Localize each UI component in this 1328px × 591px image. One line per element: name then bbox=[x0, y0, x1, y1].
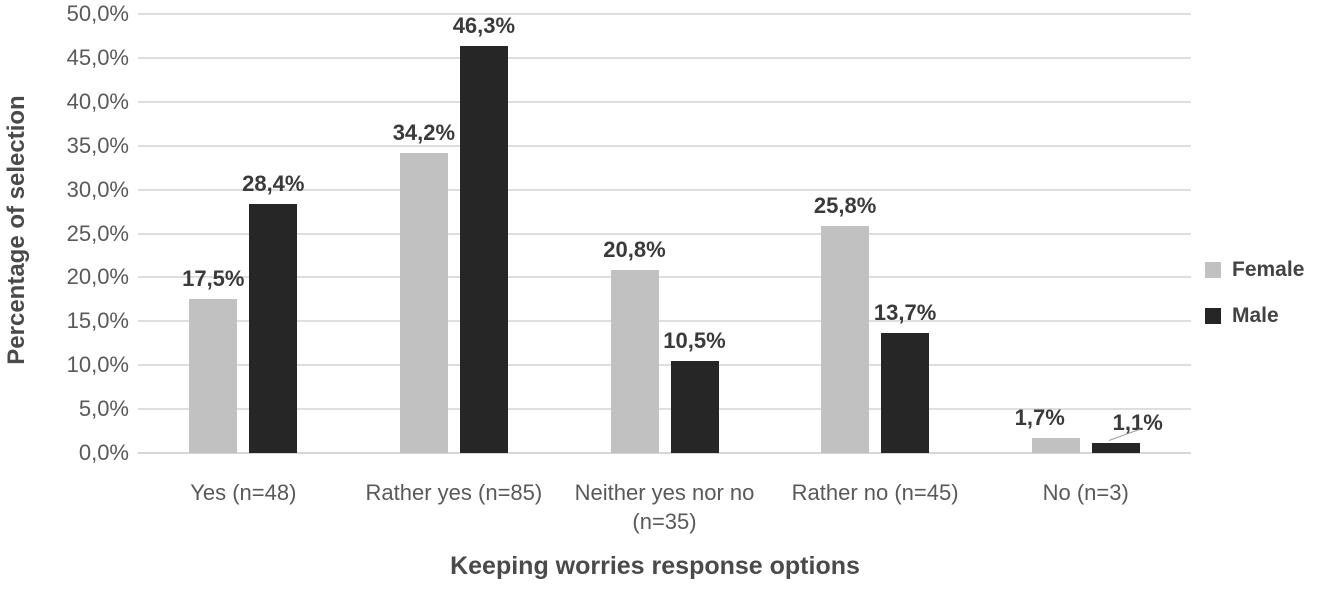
x-tick-label-2: Neither yes nor no (n=35) bbox=[574, 480, 755, 534]
bar-male-0 bbox=[249, 203, 298, 453]
gridline bbox=[138, 13, 1191, 15]
x-tick-label-4: No (n=3) bbox=[1042, 480, 1129, 505]
y-tick-label: 30,0% bbox=[66, 176, 129, 202]
data-label-male-0: 28,4% bbox=[242, 170, 305, 196]
data-label-male-2: 10,5% bbox=[663, 327, 726, 353]
data-label-female-1: 34,2% bbox=[392, 119, 456, 145]
gridline bbox=[138, 408, 1191, 411]
data-label-male-3: 13,7% bbox=[873, 299, 937, 325]
gridline bbox=[138, 144, 1191, 147]
x-tick-label-1: Rather yes (n=85) bbox=[365, 480, 543, 505]
legend-item-male: Male bbox=[1205, 304, 1304, 328]
y-tick-label: 15,0% bbox=[66, 308, 129, 334]
y-tick-label: 35,0% bbox=[66, 132, 129, 158]
y-tick-label: 20,0% bbox=[66, 264, 129, 290]
gridline bbox=[138, 320, 1191, 323]
x-tick-label-3: Rather no (n=45) bbox=[791, 480, 959, 505]
bar-male-4 bbox=[1091, 443, 1140, 453]
legend-swatch-male bbox=[1205, 308, 1221, 324]
bar-male-3 bbox=[881, 332, 930, 453]
gridline bbox=[138, 188, 1191, 191]
bar-male-1 bbox=[459, 46, 508, 453]
bar-female-2 bbox=[610, 270, 659, 453]
legend-label: Male bbox=[1232, 304, 1279, 327]
gridline bbox=[138, 232, 1191, 235]
y-tick-label: 5,0% bbox=[78, 396, 129, 422]
bar-female-1 bbox=[399, 152, 448, 453]
y-tick-label: 45,0% bbox=[66, 44, 129, 70]
y-tick-label: 10,0% bbox=[66, 352, 129, 378]
x-tick-label-0: Yes (n=48) bbox=[190, 480, 297, 505]
y-tick-label: 40,0% bbox=[66, 88, 129, 114]
data-label-female-4: 1,7% bbox=[1014, 405, 1065, 431]
data-label-female-3: 25,8% bbox=[813, 193, 877, 219]
legend-swatch-female bbox=[1205, 262, 1221, 278]
data-label-male-4: 1,1% bbox=[1112, 410, 1163, 436]
x-axis-title: Keeping worries response options bbox=[450, 552, 860, 580]
bar-male-2 bbox=[670, 360, 719, 453]
gridline bbox=[138, 276, 1191, 279]
bar-female-0 bbox=[189, 299, 238, 453]
gridline bbox=[138, 56, 1191, 59]
legend-label: Female bbox=[1232, 258, 1305, 281]
gridline bbox=[138, 364, 1191, 367]
y-tick-label: 0,0% bbox=[78, 440, 129, 465]
data-label-male-1: 46,3% bbox=[452, 13, 516, 39]
bar-female-4 bbox=[1031, 438, 1080, 453]
data-label-female-0: 17,5% bbox=[182, 266, 245, 292]
x-axis-line bbox=[138, 452, 1191, 454]
y-tick-label: 50,0% bbox=[66, 1, 129, 26]
legend-item-female: Female bbox=[1205, 258, 1304, 282]
legend: Female Male bbox=[1205, 258, 1304, 350]
gridline bbox=[138, 100, 1191, 103]
y-tick-label: 25,0% bbox=[66, 220, 129, 246]
data-label-female-2: 20,8% bbox=[603, 237, 666, 263]
bar-female-3 bbox=[821, 226, 870, 453]
